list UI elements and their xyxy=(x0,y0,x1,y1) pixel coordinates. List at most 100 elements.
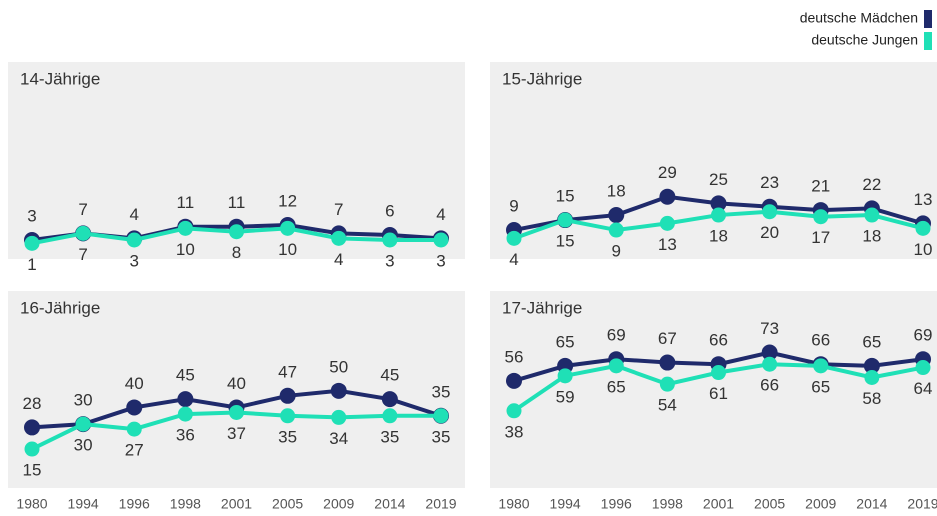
data-label: 29 xyxy=(658,163,677,182)
x-tick-label: 1996 xyxy=(119,496,150,512)
data-point xyxy=(229,224,244,240)
data-label: 66 xyxy=(709,331,728,350)
data-label: 37 xyxy=(227,424,246,443)
data-label: 45 xyxy=(176,366,195,385)
data-point xyxy=(863,357,880,374)
data-point xyxy=(506,403,522,419)
panel: 17-Jährige 56 65 69 67 66 73 66 65 69 38 59 65 54 61 66… xyxy=(490,291,937,512)
data-label: 35 xyxy=(278,427,297,446)
panel: 14-Jährige 3 7 4 11 11 12 7 6 4 1 7 3 10 8 10 4 3 3 xyxy=(8,62,465,274)
data-point xyxy=(506,230,522,246)
data-point xyxy=(24,419,40,436)
data-point xyxy=(711,365,726,381)
data-label: 54 xyxy=(658,396,677,415)
x-tick-label: 1994 xyxy=(68,496,99,512)
data-point xyxy=(762,204,778,220)
data-point xyxy=(280,220,296,236)
data-point xyxy=(433,232,449,248)
data-point xyxy=(762,356,778,372)
data-label: 6 xyxy=(385,202,394,221)
data-point xyxy=(711,207,726,223)
x-tick-label: 2009 xyxy=(805,496,836,512)
x-tick-label: 1998 xyxy=(170,496,201,512)
data-label: 61 xyxy=(709,384,728,403)
data-point xyxy=(659,354,676,371)
data-label: 8 xyxy=(232,243,241,262)
x-tick-label: 1998 xyxy=(652,496,683,512)
data-label: 58 xyxy=(862,389,881,408)
data-label: 66 xyxy=(760,376,779,395)
data-label: 40 xyxy=(125,374,144,393)
x-tick-label: 2005 xyxy=(272,496,303,512)
data-label: 7 xyxy=(78,200,87,219)
panel-background xyxy=(490,291,937,488)
data-label: 20 xyxy=(760,223,779,242)
data-point xyxy=(915,360,931,376)
legend-label: deutsche Jungen xyxy=(811,32,918,48)
data-point xyxy=(608,207,625,224)
data-label: 65 xyxy=(862,332,881,351)
data-label: 4 xyxy=(509,250,518,269)
data-point xyxy=(659,376,675,392)
data-label: 9 xyxy=(612,242,621,261)
data-label: 15 xyxy=(556,232,575,251)
data-label: 35 xyxy=(432,427,451,446)
data-label: 69 xyxy=(607,326,626,345)
data-label: 35 xyxy=(380,427,399,446)
data-label: 40 xyxy=(227,374,246,393)
data-point xyxy=(126,421,142,437)
data-point xyxy=(813,209,829,225)
data-label: 36 xyxy=(176,426,195,445)
x-tick-label: 1980 xyxy=(498,496,529,512)
data-point xyxy=(177,220,193,236)
data-point xyxy=(915,220,931,236)
data-point xyxy=(280,408,296,424)
data-label: 18 xyxy=(607,182,626,201)
x-tick-label: 2014 xyxy=(374,496,405,512)
legend-swatch xyxy=(924,10,932,28)
x-tick-label: 2005 xyxy=(754,496,785,512)
data-label: 4 xyxy=(334,250,343,269)
data-point xyxy=(126,399,143,416)
data-label: 65 xyxy=(556,332,575,351)
data-point xyxy=(557,368,573,384)
data-label: 45 xyxy=(380,366,399,385)
data-label: 50 xyxy=(329,357,348,376)
data-point xyxy=(177,391,194,408)
panel-title: 16-Jährige xyxy=(20,298,100,317)
x-tick-label: 2019 xyxy=(907,496,937,512)
data-label: 12 xyxy=(278,192,297,211)
data-label: 56 xyxy=(505,347,524,366)
data-point xyxy=(229,404,244,420)
panel: 16-Jährige 28 30 40 45 40 47 50 45 35 15 30 27 36 37 35… xyxy=(8,291,465,512)
data-point xyxy=(813,358,829,374)
data-label: 3 xyxy=(385,251,394,270)
data-label: 30 xyxy=(74,391,93,410)
panel-title: 15-Jährige xyxy=(502,69,582,88)
data-label: 30 xyxy=(74,436,93,455)
data-point xyxy=(330,382,347,399)
data-label: 66 xyxy=(811,331,830,350)
data-point xyxy=(382,232,398,248)
data-point xyxy=(24,441,40,457)
data-label: 10 xyxy=(914,240,933,259)
data-point xyxy=(331,409,347,425)
data-point xyxy=(659,188,676,205)
data-label: 7 xyxy=(78,245,87,264)
panel-background xyxy=(8,291,465,488)
panel: 15-Jährige 9 15 18 29 25 23 21 22 13 4 15 9 13 18 20 17 1… xyxy=(490,62,937,269)
data-label: 3 xyxy=(436,251,445,270)
data-point xyxy=(557,212,573,228)
data-label: 69 xyxy=(914,326,933,345)
data-point xyxy=(24,235,40,251)
data-label: 13 xyxy=(914,190,933,209)
x-tick-label: 2014 xyxy=(856,496,887,512)
x-tick-label: 2001 xyxy=(703,496,734,512)
data-label: 27 xyxy=(125,441,144,460)
data-label: 18 xyxy=(862,227,881,246)
data-label: 25 xyxy=(709,170,728,189)
data-point xyxy=(382,408,398,424)
data-label: 7 xyxy=(334,200,343,219)
data-label: 13 xyxy=(658,235,677,254)
data-point xyxy=(608,222,624,238)
